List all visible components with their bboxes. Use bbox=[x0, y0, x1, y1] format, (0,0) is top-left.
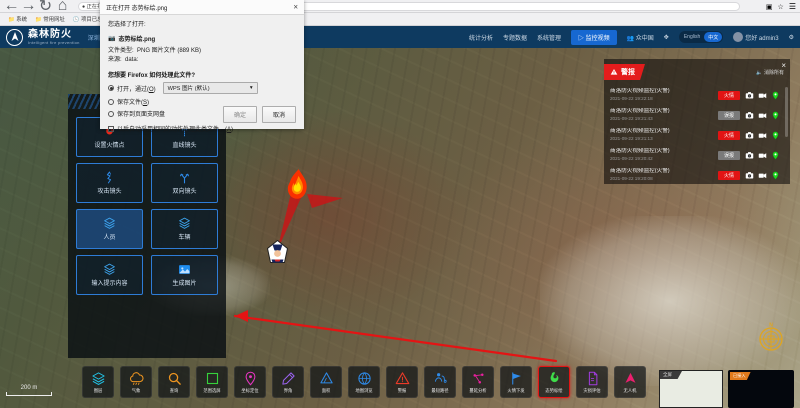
svg-text:N: N bbox=[769, 323, 773, 329]
